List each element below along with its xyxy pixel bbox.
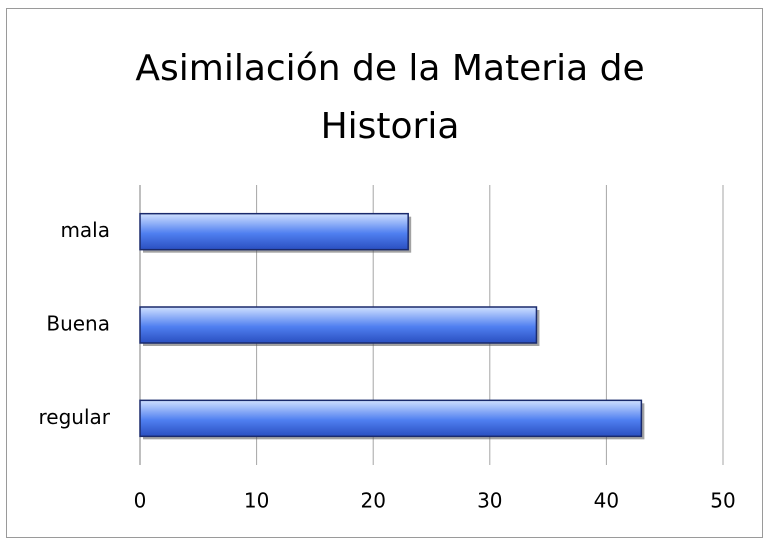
x-tick-label: 0 bbox=[134, 489, 147, 513]
chart-frame bbox=[6, 8, 763, 538]
bar bbox=[139, 306, 538, 344]
y-tick-label: Buena bbox=[46, 312, 110, 336]
bar bbox=[139, 399, 643, 438]
x-tick-label: 10 bbox=[244, 489, 269, 513]
x-tick-label: 40 bbox=[594, 489, 619, 513]
x-tick-label: 50 bbox=[710, 489, 735, 513]
x-tick-label: 30 bbox=[477, 489, 502, 513]
y-tick-label: regular bbox=[39, 405, 111, 429]
y-tick-label: mala bbox=[60, 218, 110, 242]
chart-title: Asimilación de la Materia de Historia bbox=[135, 48, 645, 147]
x-tick-label: 20 bbox=[360, 489, 385, 513]
bar bbox=[139, 212, 409, 251]
